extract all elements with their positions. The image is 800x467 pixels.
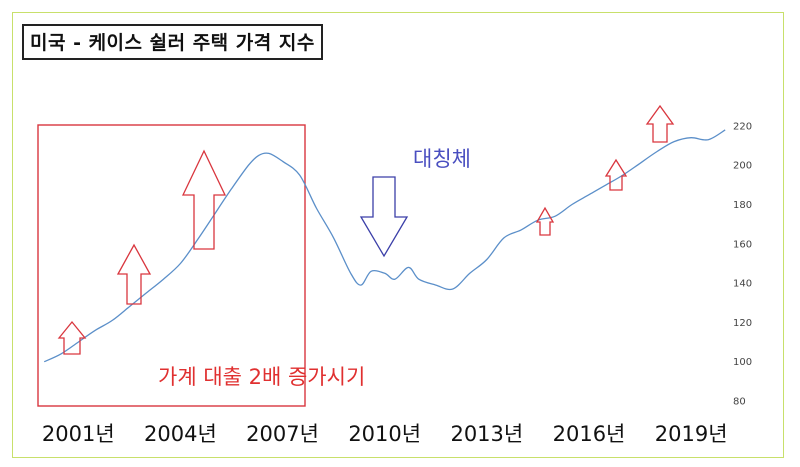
up-arrow-icon (57, 320, 87, 355)
x-tick-label: 2004년 (144, 422, 217, 446)
x-axis-ticks: 2001년 2004년 2007년 2010년 2013년 2016년 2019년 (42, 422, 728, 446)
y-axis-ticks: 80 100 120 140 160 180 200 220 (733, 121, 752, 407)
up-arrow-icon (535, 206, 555, 236)
symmetry-label: 대칭체 (413, 147, 471, 171)
up-arrow-icon (181, 149, 227, 250)
x-tick-label: 2010년 (348, 422, 421, 446)
y-tick-label: 80 (733, 397, 746, 408)
x-tick-label: 2016년 (553, 422, 626, 446)
y-tick-label: 140 (733, 279, 752, 290)
down-arrow-icon (359, 176, 409, 258)
up-arrow-icon (604, 158, 628, 191)
loan-period-label: 가계 대출 2배 증가시기 (158, 365, 365, 389)
loan-period-box (37, 124, 306, 407)
series-line (43, 129, 726, 363)
chart-title: 미국 - 케이스 쉴러 주택 가격 지수 (22, 24, 323, 60)
x-tick-label: 2013년 (450, 422, 523, 446)
x-tick-label: 2019년 (655, 422, 728, 446)
chart-frame (12, 12, 784, 458)
x-tick-label: 2007년 (246, 422, 319, 446)
y-tick-label: 180 (733, 200, 752, 211)
y-tick-label: 220 (733, 121, 752, 132)
y-tick-label: 160 (733, 239, 752, 250)
up-arrow-icon (645, 104, 675, 143)
up-arrow-icon (116, 243, 152, 305)
x-tick-label: 2001년 (42, 422, 115, 446)
y-tick-label: 200 (733, 161, 752, 172)
y-tick-label: 120 (733, 318, 752, 329)
y-tick-label: 100 (733, 357, 752, 368)
